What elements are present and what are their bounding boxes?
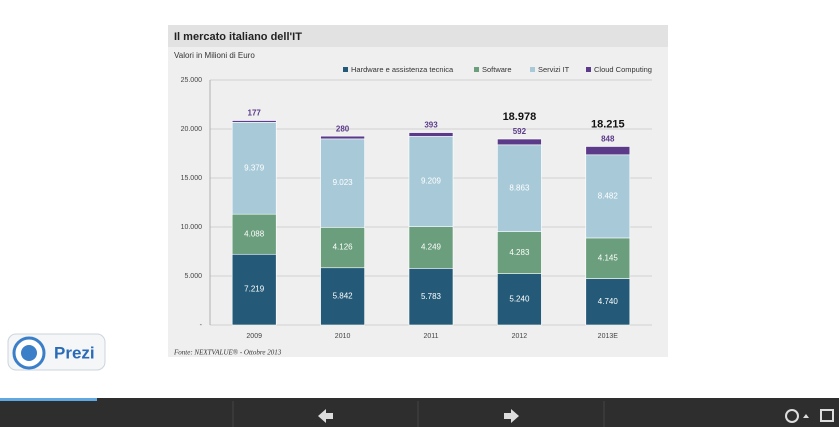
data-label: 9.209	[421, 177, 442, 186]
source: Fonte: NEXTVALUE® - Ottobre 2013	[173, 349, 282, 357]
x-tick-label: 2010	[335, 333, 351, 340]
y-tick-label: 20.000	[181, 126, 203, 133]
data-label: 7.219	[244, 285, 265, 294]
data-label: 4.088	[244, 229, 265, 238]
data-label: 592	[513, 127, 527, 136]
data-label: 4.740	[598, 297, 619, 306]
data-label: 4.126	[333, 243, 354, 252]
data-label: 4.145	[598, 253, 619, 262]
bar-segment	[585, 146, 631, 156]
x-tick-label: 2009	[246, 333, 262, 340]
legend-label: Hardware e assistenza tecnica	[351, 65, 454, 74]
autoplay-menu[interactable]	[803, 414, 809, 418]
toolbar	[0, 398, 839, 427]
prezi-logo[interactable]: Prezi	[7, 333, 106, 371]
legend-swatch	[530, 67, 535, 72]
bar-segment	[408, 136, 454, 227]
legend-swatch	[474, 67, 479, 72]
next-button[interactable]	[504, 409, 519, 423]
data-label: 280	[336, 124, 350, 133]
y-tick-label: -	[200, 322, 203, 329]
data-label: 4.283	[509, 248, 530, 257]
data-label: 9.379	[244, 163, 265, 172]
bar-segment	[231, 253, 277, 326]
bar-segment	[408, 132, 454, 137]
x-tick-label: 2013E	[598, 333, 619, 340]
data-label: 177	[248, 109, 262, 118]
data-label: 393	[424, 121, 438, 130]
bar-segment	[585, 154, 631, 239]
data-label: 9.023	[333, 178, 354, 187]
prev-button[interactable]	[318, 409, 333, 423]
title-bar	[168, 25, 668, 47]
data-label: 5.240	[509, 294, 530, 303]
bar-segment	[497, 138, 542, 146]
y-tick-label: 5.000	[184, 273, 202, 280]
x-tick-label: 2011	[423, 333, 438, 340]
chart-subtitle: Valori in Milioni di Euro	[174, 51, 255, 60]
bar-segment	[320, 267, 365, 326]
data-label: 5.842	[333, 291, 354, 300]
y-tick-label: 15.000	[181, 175, 203, 182]
fullscreen-button[interactable]	[820, 409, 834, 422]
total-label: 18.978	[503, 111, 537, 123]
bar-segment	[320, 227, 365, 269]
data-label: 5.783	[421, 292, 442, 301]
bar-segment	[408, 268, 454, 326]
legend-swatch	[586, 67, 591, 72]
progress	[0, 398, 97, 401]
y-tick-label: 25.000	[181, 77, 203, 84]
y-tick-label: 10.000	[181, 224, 203, 231]
logo-text[interactable]: Prezi	[54, 343, 95, 362]
total-label: 18.215	[591, 118, 625, 130]
x-tick-label: 2012	[512, 333, 528, 340]
legend-swatch	[343, 67, 348, 72]
data-label: 8.482	[598, 191, 619, 200]
bar-segment	[585, 237, 631, 279]
bar-segment	[320, 135, 365, 140]
data-label: 4.249	[421, 243, 442, 252]
autoplay-button[interactable]	[785, 409, 799, 423]
bar-segment	[408, 226, 454, 269]
chart-title: Il mercato italiano dell'IT	[174, 31, 302, 43]
bar-segment	[585, 278, 631, 326]
bar-segment	[231, 120, 277, 123]
legend-label: Software	[482, 65, 512, 74]
bar-segment	[320, 138, 365, 228]
legend-label: Cloud Computing	[594, 65, 652, 74]
legend-label: Servizi IT	[538, 65, 570, 74]
data-label: 8.863	[509, 183, 530, 192]
data-label: 848	[601, 135, 615, 144]
logo-icon-inner[interactable]	[21, 345, 37, 361]
